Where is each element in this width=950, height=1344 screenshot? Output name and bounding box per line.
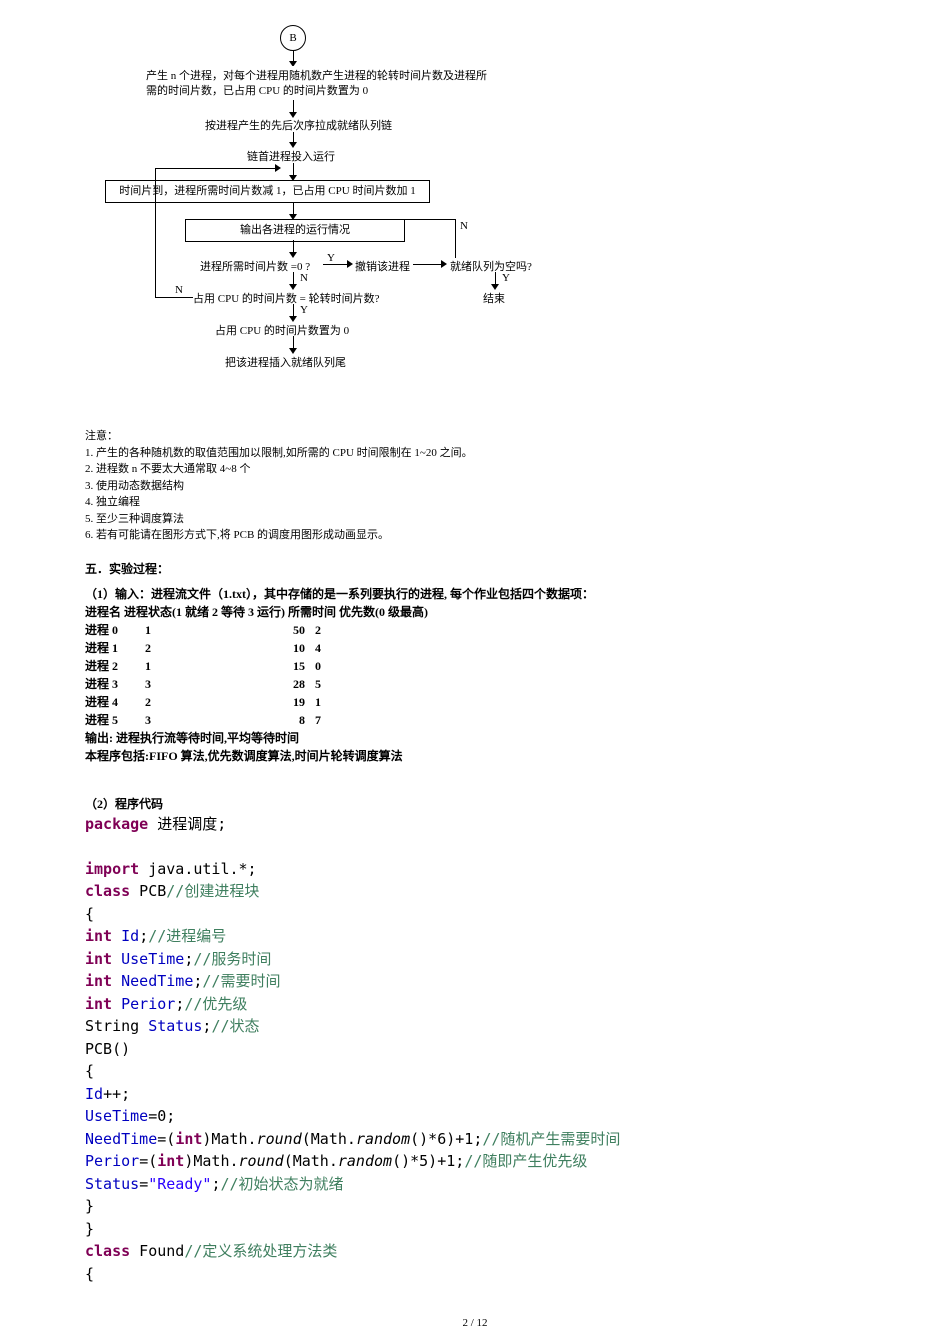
box5: 输出各进程的运行情况 (185, 219, 405, 242)
label-y2: Y (502, 272, 510, 284)
note-5: 5. 至少三种调度算法 (85, 511, 865, 528)
table-row: 进程 12104 (85, 639, 865, 657)
notes-section: 注意： 1. 产生的各种随机数的取值范围加以限制,如所需的 CPU 时间限制在 … (85, 428, 865, 544)
table-row: 进程 42191 (85, 693, 865, 711)
section-5-title: 五．实验过程： (85, 560, 865, 577)
label-n0: N (460, 220, 468, 232)
table-row: 进程 21150 (85, 657, 865, 675)
table-row: 进程 33285 (85, 675, 865, 693)
box2: 按进程产生的先后次序拉成就绪队列链 (205, 117, 392, 133)
label-n1: N (300, 272, 308, 284)
label-n2: N (175, 284, 183, 296)
note-6: 6. 若有可能请在图形方式下,将 PCB 的调度用图形成动画显示。 (85, 527, 865, 544)
flowchart: B 产生 n 个进程，对每个进程用随机数产生进程的轮转时间片数及进程所需的时间片… (85, 20, 865, 420)
output-2: 本程序包括:FIFO 算法,优先数调度算法,时间片轮转调度算法 (85, 747, 865, 765)
output-1: 输出: 进程执行流等待时间,平均等待时间 (85, 729, 865, 747)
label-y1: Y (327, 252, 335, 264)
box4: 时间片到，进程所需时间片数减 1，已占用 CPU 时间片数加 1 (105, 180, 430, 203)
code-block: （2）程序代码 package 进程调度; import java.util.*… (85, 795, 865, 1286)
note-3: 3. 使用动态数据结构 (85, 478, 865, 495)
notes-title: 注意： (85, 428, 865, 445)
box6r: 撤销该进程 (355, 258, 410, 274)
label-y3: Y (300, 304, 308, 316)
note-4: 4. 独立编程 (85, 494, 865, 511)
box9: 把该进程插入就绪队列尾 (225, 354, 346, 370)
input-block: （1）输入：进程流文件（1.txt），其中存储的是一系列要执行的进程, 每个作业… (85, 585, 865, 765)
box1: 产生 n 个进程，对每个进程用随机数产生进程的轮转时间片数及进程所需的时间片数，… (140, 66, 500, 103)
table-row: 进程 01502 (85, 621, 865, 639)
box7: 占用 CPU 的时间片数 = 轮转时间片数? (193, 290, 379, 306)
box3: 链首进程投入运行 (247, 148, 335, 164)
input-header: 进程名 进程状态(1 就绪 2 等待 3 运行) 所需时间 优先数(0 级最高) (85, 603, 865, 621)
code-title: （2）程序代码 (85, 795, 865, 813)
start-node: B (280, 25, 306, 51)
note-2: 2. 进程数 n 不要太大通常取 4~8 个 (85, 461, 865, 478)
end-label: 结束 (483, 290, 505, 306)
box8: 占用 CPU 的时间片数置为 0 (215, 322, 349, 338)
input-title: （1）输入：进程流文件（1.txt），其中存储的是一系列要执行的进程, 每个作业… (85, 585, 865, 603)
table-row: 进程 5387 (85, 711, 865, 729)
box6r2: 就绪队列为空吗? (450, 258, 532, 274)
page-number: 2 / 12 (0, 1317, 950, 1329)
note-1: 1. 产生的各种随机数的取值范围加以限制,如所需的 CPU 时间限制在 1~20… (85, 445, 865, 462)
